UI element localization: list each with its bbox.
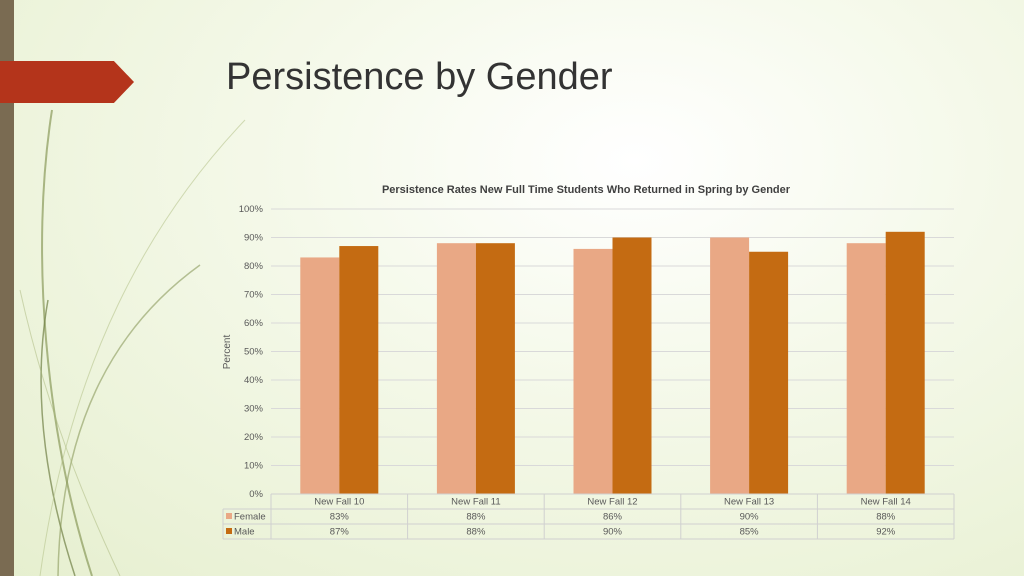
data-label-male: 90% xyxy=(603,527,623,538)
bar-female xyxy=(300,257,340,494)
y-tick-label: 70% xyxy=(244,290,264,301)
y-tick-label: 90% xyxy=(244,233,264,244)
data-label-female: 88% xyxy=(466,512,486,523)
legend-swatch-male xyxy=(226,528,232,534)
x-category-label: New Fall 11 xyxy=(451,497,500,508)
x-category-label: New Fall 14 xyxy=(861,497,911,508)
data-label-male: 88% xyxy=(466,527,486,538)
y-tick-label: 30% xyxy=(244,404,264,415)
x-category-label: New Fall 10 xyxy=(314,497,364,508)
bar-male xyxy=(475,243,515,494)
bar-female xyxy=(436,243,476,494)
y-axis-label: Percent xyxy=(222,335,233,370)
slide-title: Persistence by Gender xyxy=(226,56,613,98)
data-label-male: 87% xyxy=(330,527,350,538)
y-tick-label: 20% xyxy=(244,432,264,443)
data-label-female: 90% xyxy=(740,512,760,523)
legend-label-female: Female xyxy=(234,512,266,523)
bar-female xyxy=(846,243,886,494)
data-table: New Fall 10 83% 87% New Fall 11 88% 88% New Fa… xyxy=(222,493,955,540)
data-label-male: 92% xyxy=(876,527,896,538)
y-tick-label: 60% xyxy=(244,318,264,329)
y-tick-label: 0% xyxy=(249,489,263,500)
bar-male xyxy=(749,251,789,494)
legend-swatch-female xyxy=(226,513,232,519)
title-arrow-accent xyxy=(0,61,134,103)
x-category-label: New Fall 13 xyxy=(724,497,774,508)
data-label-female: 86% xyxy=(603,512,623,523)
data-label-male: 85% xyxy=(740,527,760,538)
data-label-female: 83% xyxy=(330,512,350,523)
bar-male xyxy=(339,246,379,494)
left-accent-bar xyxy=(0,0,14,576)
y-tick-label: 10% xyxy=(244,461,264,472)
legend-label-male: Male xyxy=(234,527,255,538)
y-tick-label: 50% xyxy=(244,347,264,358)
y-tick-label: 40% xyxy=(244,375,264,386)
chart-title: Persistence Rates New Full Time Students… xyxy=(382,184,791,196)
data-label-female: 88% xyxy=(876,512,896,523)
bar-male xyxy=(612,237,652,494)
bar-female xyxy=(573,248,613,494)
x-category-label: New Fall 12 xyxy=(587,497,637,508)
y-tick-label: 80% xyxy=(244,261,264,272)
y-tick-label: 100% xyxy=(239,204,264,215)
bar-female xyxy=(710,237,750,494)
bar-male xyxy=(885,231,925,495)
bars xyxy=(300,231,925,495)
